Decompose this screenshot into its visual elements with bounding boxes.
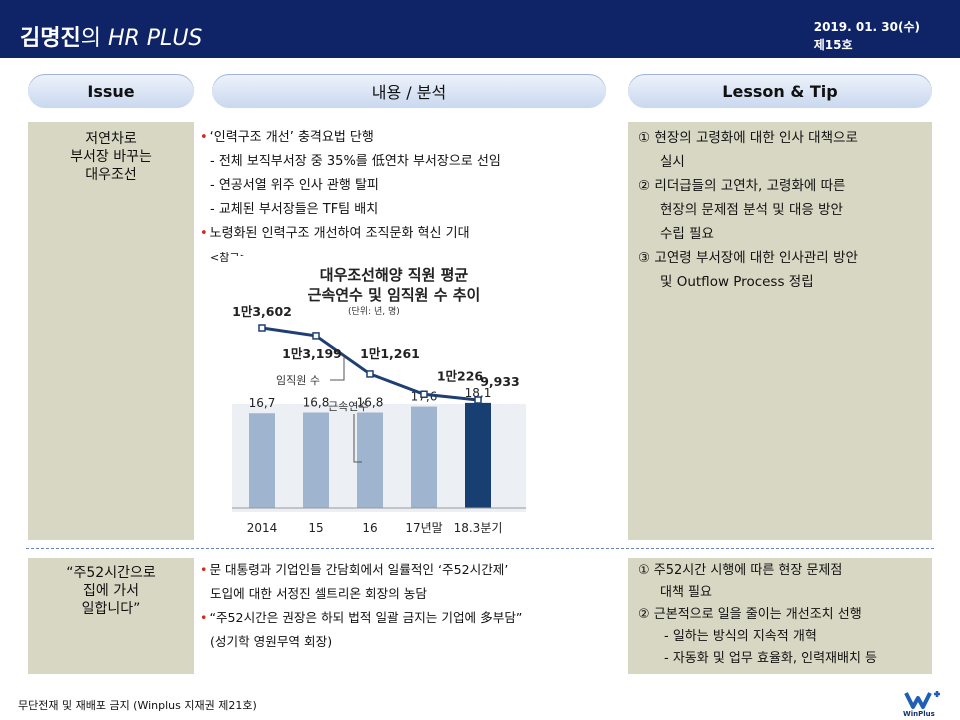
content-line: - 연공서열 위주 인사 관행 탈피 <box>200 174 501 198</box>
issue-text-1: 저연차로 부서장 바꾸는 대우조선 <box>28 130 194 184</box>
lesson-line: ③ 고연령 부서장에 대한 인사관리 방안 <box>638 250 858 266</box>
content-line: • ‘인력구조 개선’ 충격요법 단행 <box>200 126 501 150</box>
issue-panel-2: “주52시간으로 집에 가서 일합니다” <box>28 558 194 674</box>
column-header-lesson: Lesson & Tip <box>628 74 932 108</box>
line-point <box>474 396 482 404</box>
category-label: 18.3분기 <box>454 521 503 535</box>
category-label: 15 <box>308 521 323 535</box>
content-block-1: • ‘인력구조 개선’ 충격요법 단행 - 전체 보직부서장 중 35%를 低연차… <box>200 126 501 246</box>
line-point <box>420 390 428 399</box>
chart-bar <box>249 413 275 508</box>
lesson-line: 현장의 문제점 분석 및 대응 방안 <box>660 202 843 218</box>
lesson-line: 대책 필요 <box>660 585 712 600</box>
lesson-line: - 일하는 방식의 지속적 개혁 <box>664 629 817 644</box>
column-header-issue: Issue <box>28 74 194 108</box>
content-text: “주52시간은 권장은 하되 법적 일괄 금지는 기업에 多부담” <box>209 610 523 625</box>
issue-date-block: 2019. 01. 30(수) 제15호 <box>814 18 920 54</box>
content-line: • 문 대통령과 기업인들 간담회에서 일률적인 ‘주52시간제’ <box>200 558 522 582</box>
series-callout-line <box>353 414 362 463</box>
lesson-list-2: ① 주52시간 시행에 따른 현장 문제점 대책 필요 ② 근본적으로 일을 줄… <box>638 560 877 670</box>
lesson-line: - 자동화 및 업무 효율화, 인력재배치 등 <box>664 651 878 666</box>
content-text: 문 대통령과 기업인들 간담회에서 일률적인 ‘주52시간제’ <box>209 562 509 577</box>
lesson-line: ② 리더급들의 고연차, 고령화에 따른 <box>638 178 846 194</box>
issue-line: 저연차로 <box>85 131 137 147</box>
content-line: 도입에 대한 서정진 셀트리온 회장의 농담 <box>200 582 522 606</box>
series-callout-line <box>330 356 345 381</box>
lesson-line: ① 현장의 고령화에 대한 인사 대책으로 <box>638 130 858 146</box>
logo-text: WinPlus <box>903 710 935 718</box>
bar-value-label: 16,8 <box>357 396 384 410</box>
series-label-tenure: 근속연수 <box>328 400 368 413</box>
bullet-marker: • <box>200 130 208 145</box>
series-label-employees: 임직원 수 <box>276 374 320 387</box>
line-value-label: 1만226 <box>437 368 484 383</box>
content-line: (성기학 영원무역 회장) <box>200 630 522 654</box>
page-title: 김명진의 HR PLUS <box>20 20 202 52</box>
line-point <box>312 332 320 340</box>
lesson-line: 수립 필요 <box>660 226 714 242</box>
category-label: 16 <box>362 521 377 535</box>
issue-line: 대우조선 <box>85 167 137 183</box>
content-block-2: • 문 대통령과 기업인들 간담회에서 일률적인 ‘주52시간제’ 도입에 대한 … <box>200 558 522 654</box>
content-line: • 노령화된 인력구조 개선하여 조직문화 혁신 기대 <box>200 222 501 246</box>
lesson-line: 실시 <box>660 154 685 170</box>
copyright-notice: 무단전재 및 재배포 금지 (Winplus 지재권 제21호) <box>18 699 257 712</box>
chart-subtitle: 근속연수 및 임직원 수 추이 <box>308 286 481 304</box>
bullet-marker: • <box>200 562 208 577</box>
bullet-marker: • <box>200 610 208 625</box>
lesson-line: ② 근본적으로 일을 줄이는 개선조치 선행 <box>638 607 862 622</box>
line-point <box>258 324 266 332</box>
title-brand: HR PLUS <box>107 26 203 51</box>
content-text: - 연공서열 위주 인사 관행 탈피 <box>210 178 379 193</box>
issue-date: 2019. 01. 30(수) <box>813 20 920 34</box>
issue-line: 일합니다” <box>81 601 141 617</box>
issue-line: 부서장 바꾸는 <box>70 149 152 165</box>
lesson-panel-2: ① 주52시간 시행에 따른 현장 문제점 대책 필요 ② 근본적으로 일을 줄… <box>628 558 932 674</box>
issue-number: 제15호 <box>813 38 853 52</box>
content-text: ‘인력구조 개선’ 충격요법 단행 <box>209 130 374 145</box>
chart-bar <box>411 406 437 508</box>
column-header-content: 내용 / 분석 <box>212 74 606 108</box>
line-point <box>366 370 374 378</box>
chart-bar <box>465 402 491 508</box>
content-text: - 전체 보직부서장 중 35%를 低연차 부서장으로 선임 <box>210 154 501 169</box>
title-name: 김명진 <box>20 26 81 51</box>
lesson-line: 및 Outflow Process 정립 <box>660 274 814 290</box>
content-text: (성기학 영원무역 회장) <box>210 634 333 649</box>
content-line: • “주52시간은 권장은 하되 법적 일괄 금지는 기업에 多부담” <box>200 606 522 630</box>
content-text: 노령화된 인력구조 개선하여 조직문화 혁신 기대 <box>209 226 470 241</box>
content-text: - 교체된 부서장들은 TF팀 배치 <box>210 202 379 217</box>
winplus-logo-icon <box>904 691 940 709</box>
line-value-label: 9,933 <box>480 374 520 389</box>
issue-line: 집에 가서 <box>83 583 139 599</box>
content-line: - 교체된 부서장들은 TF팀 배치 <box>200 198 501 222</box>
chart-title: 대우조선해양 직원 평균 <box>320 266 469 284</box>
bar-value-label: 18,1 <box>465 386 492 400</box>
lesson-line: ① 주52시간 시행에 따른 현장 문제점 <box>638 563 843 578</box>
bar-value-label: 16,8 <box>303 396 330 410</box>
chart-bar <box>357 412 383 508</box>
line-value-label: 1만3,602 <box>232 304 292 319</box>
category-label: 17년말 <box>405 521 442 535</box>
category-label: 2014 <box>247 521 278 535</box>
employee-tenure-chart: 대우조선해양 직원 평균 근속연수 및 임직원 수 추이 (단위: 년, 명) … <box>228 256 528 542</box>
header-bar: 김명진의 HR PLUS 2019. 01. 30(수) 제15호 <box>0 0 960 58</box>
lesson-panel-1: ① 현장의 고령화에 대한 인사 대책으로 실시 ② 리더급들의 고연차, 고령… <box>628 122 932 540</box>
content-line: - 전체 보직부서장 중 35%를 低연차 부서장으로 선임 <box>200 150 501 174</box>
chart-unit-note: (단위: 년, 명) <box>348 306 400 317</box>
section-divider <box>26 548 934 549</box>
bullet-marker: • <box>200 226 208 241</box>
bar-value-label: 16,7 <box>249 396 276 410</box>
chart-bar <box>303 412 329 508</box>
issue-text-2: “주52시간으로 집에 가서 일합니다” <box>28 564 194 618</box>
content-text: 도입에 대한 서정진 셀트리온 회장의 농담 <box>210 586 427 601</box>
title-mid: 의 <box>80 26 108 51</box>
line-value-label: 1만3,199 <box>282 346 342 361</box>
issue-panel-1: 저연차로 부서장 바꾸는 대우조선 <box>28 122 194 540</box>
lesson-list-1: ① 현장의 고령화에 대한 인사 대책으로 실시 ② 리더급들의 고연차, 고령… <box>638 126 858 294</box>
line-value-label: 1만1,261 <box>360 346 420 361</box>
issue-line: “주52시간으로 <box>66 565 156 581</box>
